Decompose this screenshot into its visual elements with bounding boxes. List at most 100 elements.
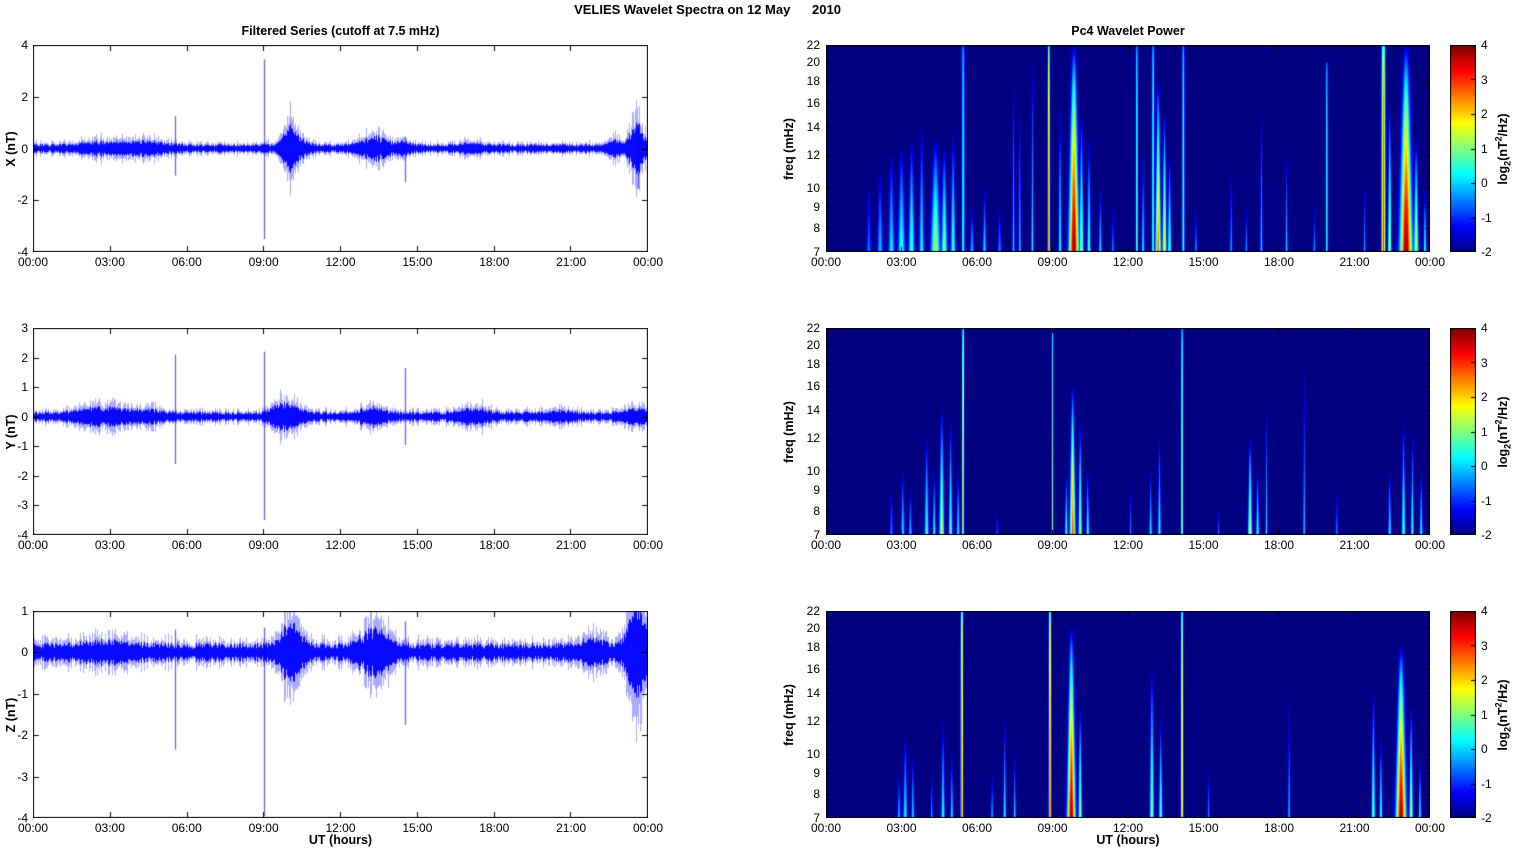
colorbar-tick-label: 3: [1481, 72, 1488, 87]
xlabel-right: UT (hours): [1096, 833, 1160, 847]
colorbar-tick-label: 3: [1481, 355, 1488, 370]
y-tick-label: 0: [21, 141, 28, 156]
x-tick-label: 21:00: [556, 538, 587, 552]
freq-tick-label: 22: [806, 604, 820, 618]
freq-tick-label: 20: [806, 338, 820, 353]
x-tick-label: 00:00: [17, 538, 49, 552]
y-tick-label: 1: [21, 380, 28, 395]
x-tick-label: 09:00: [248, 538, 279, 552]
x-tick-label: 21:00: [1339, 538, 1370, 552]
x-tick-label: 21:00: [1339, 255, 1370, 269]
colorbar-tick-label: 0: [1481, 176, 1488, 190]
freq-tick-label: 8: [813, 503, 820, 518]
x-tick-label: 09:00: [1037, 538, 1068, 552]
x-tick-label: 00:00: [1414, 538, 1446, 552]
freq-tick-label: 8: [813, 220, 820, 235]
colorbar-tick-label: 4: [1481, 321, 1488, 335]
freq-tick-label: 7: [813, 528, 820, 542]
x-tick-label: 06:00: [961, 255, 993, 269]
x-tick-label: 06:00: [961, 821, 993, 835]
freq-tick-label: 12: [806, 713, 820, 728]
y-tick-label: -3: [17, 769, 28, 784]
colorbar-tick-label: 3: [1481, 638, 1488, 653]
xlabel-left: UT (hours): [308, 833, 373, 847]
freq-tick-label: 20: [806, 621, 820, 636]
x-tick-label: 00:00: [632, 821, 664, 835]
y-tick-label: -4: [17, 245, 28, 259]
freq-tick-label: 12: [806, 147, 820, 162]
x-tick-label: 03:00: [886, 255, 917, 269]
colorbar-tick-label: -2: [1481, 245, 1492, 259]
freq-tick-label: 18: [806, 74, 820, 89]
x-tick-label: 00:00: [810, 538, 842, 552]
colorbar-row2: [1450, 328, 1476, 535]
x-tick-label: 18:00: [479, 538, 510, 552]
x-tick-label: 15:00: [1188, 821, 1219, 835]
freq-tick-label: 10: [806, 180, 820, 195]
x-tick-label: 03:00: [886, 821, 917, 835]
y-tick-label: 4: [21, 38, 28, 52]
x-tick-label: 21:00: [556, 821, 587, 835]
x-tick-label: 00:00: [17, 255, 49, 269]
x-tick-label: 09:00: [248, 821, 279, 835]
x-tick-label: 03:00: [94, 538, 125, 552]
spectrogram-y-plot: [826, 328, 1430, 535]
freq-tick-label: 14: [806, 119, 820, 134]
x-tick-label: 09:00: [248, 255, 279, 269]
x-tick-label: 00:00: [810, 255, 842, 269]
colorbar-tick-label: 4: [1481, 604, 1488, 618]
x-tick-label: 00:00: [632, 538, 664, 552]
x-tick-label: 12:00: [325, 821, 356, 835]
timeseries-x-plot: [33, 45, 648, 252]
spectrogram-z-plot: [826, 611, 1430, 818]
x-tick-label: 12:00: [1112, 821, 1144, 835]
x-tick-label: 12:00: [325, 255, 356, 269]
x-tick-label: 00:00: [1414, 821, 1446, 835]
freq-tick-label: 14: [806, 685, 820, 700]
x-tick-label: 00:00: [17, 821, 49, 835]
colorbar-tick-label: 0: [1481, 742, 1488, 756]
y-tick-label: 2: [21, 89, 28, 104]
y-tick-label: -3: [17, 498, 28, 513]
colorbar-tick-label: 2: [1481, 107, 1488, 121]
y-tick-label: -4: [17, 528, 28, 542]
left-column-title: Filtered Series (cutoff at 7.5 mHz): [241, 24, 440, 38]
colorbar-tick-label: -2: [1481, 811, 1492, 825]
colorbar-row3: [1450, 611, 1476, 818]
y-tick-label: 3: [21, 321, 28, 335]
timeseries-z-plot: [33, 611, 648, 818]
x-tick-label: 18:00: [1263, 255, 1295, 269]
freq-tick-label: 22: [806, 321, 820, 335]
freq-tick-label: 9: [813, 482, 820, 497]
ylabel-z-nt: Z (nT): [4, 697, 18, 733]
figure-title: VELIES Wavelet Spectra on 12 May 2010: [574, 2, 841, 17]
x-tick-label: 03:00: [94, 255, 125, 269]
colorbar-row1: [1450, 45, 1476, 252]
y-tick-label: -1: [17, 439, 28, 454]
y-tick-label: -2: [17, 728, 28, 743]
colorbar-tick-label: -1: [1481, 493, 1492, 508]
x-tick-label: 09:00: [1037, 255, 1068, 269]
freq-tick-label: 9: [813, 199, 820, 214]
freq-tick-label: 14: [806, 402, 820, 417]
y-tick-label: -4: [17, 811, 28, 825]
colorbar-tick-label: -1: [1481, 776, 1492, 791]
freq-tick-label: 16: [806, 378, 820, 393]
freq-tick-label: 20: [806, 55, 820, 70]
x-tick-label: 00:00: [810, 821, 842, 835]
x-tick-label: 12:00: [325, 538, 356, 552]
spectrogram-x-plot: [826, 45, 1430, 252]
x-tick-label: 15:00: [1188, 255, 1219, 269]
freq-tick-label: 18: [806, 640, 820, 655]
x-tick-label: 15:00: [402, 255, 433, 269]
y-tick-label: 0: [21, 645, 28, 660]
colorbar-tick-label: 0: [1481, 459, 1488, 473]
freq-tick-label: 10: [806, 746, 820, 761]
y-tick-label: -1: [17, 686, 28, 701]
x-tick-label: 15:00: [402, 821, 433, 835]
colorbar-tick-label: 1: [1481, 424, 1488, 439]
y-tick-label: 0: [21, 409, 28, 424]
x-tick-label: 21:00: [556, 255, 587, 269]
x-tick-label: 00:00: [1414, 255, 1446, 269]
